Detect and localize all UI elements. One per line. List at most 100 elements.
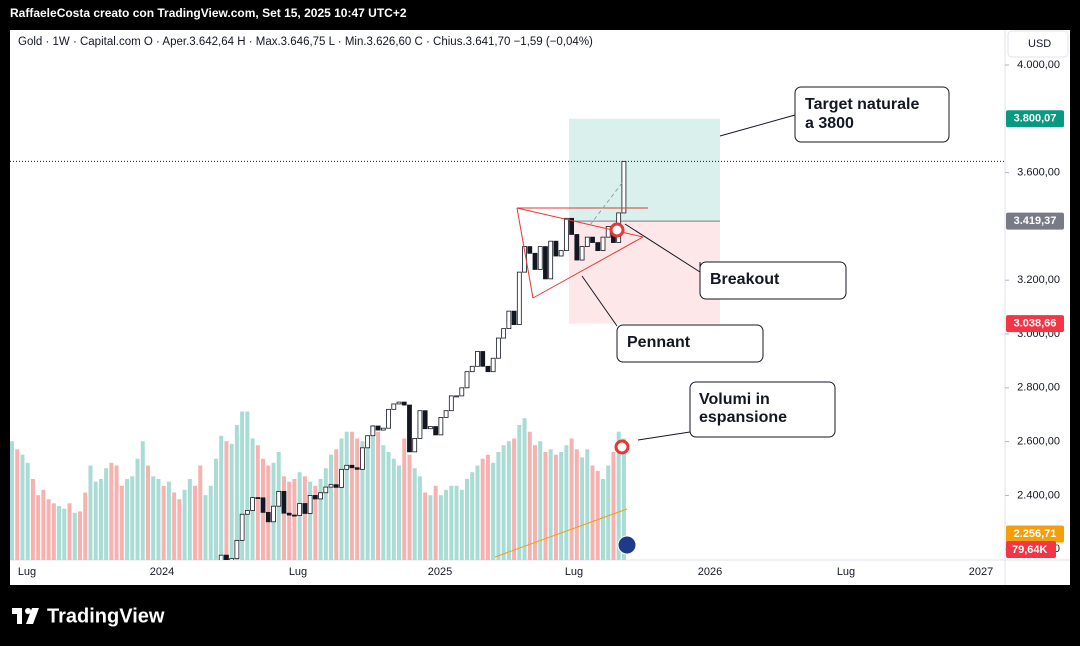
volume-tag-label: 79,64K [1012,544,1048,556]
volume-bar [370,425,375,560]
logo-mark [26,608,39,624]
volume-bar [208,485,213,560]
volume-bar [465,479,470,560]
volume-bar [459,489,464,560]
candle [548,240,554,280]
candle [396,401,402,405]
callout-pointer [637,431,691,441]
candle [469,365,475,373]
volume-bar [20,454,25,560]
drawings [494,114,796,558]
candle [417,410,423,439]
volume-bar [574,449,579,560]
volume-bar [412,468,417,560]
volume-bar [182,489,187,560]
callouts: Target naturale a 3800 Breakout Pennant … [616,86,950,438]
volume-bar [365,435,370,560]
callout-text: Volumi in [699,391,770,408]
price-tag [1006,110,1064,128]
candle [401,401,407,406]
candle [412,437,418,453]
candle [391,403,397,410]
candle [349,464,355,469]
logo: TradingView [12,605,165,627]
price-tag-label: 2.256,71 [1014,528,1057,540]
volume-bar [517,425,522,560]
volume-bar [611,452,616,560]
candle [475,351,480,367]
volume-bar [98,479,103,560]
logo-mark [17,608,22,624]
volume-bar [376,431,381,560]
callout-pointer [581,275,618,327]
candle [600,236,606,252]
candle [312,495,318,500]
candle [344,464,350,470]
volume-bar [281,476,286,560]
x-tick-label: 2025 [428,566,452,578]
volume-bar [224,441,229,560]
candle [527,246,533,254]
price-tag-label: 3.419,37 [1014,215,1057,227]
volume-bar [62,508,67,560]
candle [427,426,433,430]
currency-button[interactable] [1007,30,1069,58]
volume-bar [130,476,135,560]
volume-bar [381,445,386,560]
candle [563,217,569,252]
volume-bar [564,445,569,560]
volume-bar [287,481,292,560]
x-tick-label: 2026 [698,566,722,578]
candle [495,337,501,359]
candle [407,404,412,453]
candle [328,484,334,488]
price-tag-label: 3.800,07 [1014,113,1057,125]
volume-bar [522,418,527,560]
volume-bar [166,481,171,560]
candle [244,510,250,515]
candle [422,410,428,430]
volume-bar [177,499,182,560]
y-tick-label: 3.600,00 [1017,166,1060,178]
candle [229,558,235,560]
volume-bar [313,485,318,560]
candle [323,486,329,494]
volume-bar [302,476,307,560]
volume-tag [1006,541,1056,558]
callout-box [616,324,764,363]
volume-bar [234,425,239,560]
volume-bar [292,479,297,560]
pennant-lower [532,236,644,299]
candle [297,503,303,517]
logo-text: TradingView [47,605,165,627]
volume-bar [104,468,109,560]
candle [485,365,491,373]
price-tag [1006,315,1064,333]
volume-bar [67,503,72,560]
volume-bar [391,458,396,560]
legend: Gold · 1W · Capital.com O · Aper.3.642,6… [18,36,593,48]
volume-bar [83,492,88,560]
price-tag-label: 3.038,66 [1014,318,1057,330]
callout-box [794,86,950,143]
volume-bar [616,431,621,560]
volume-bar [533,445,537,560]
callout-box [689,381,836,438]
volume-bar [428,495,433,560]
volume-bar [538,441,543,560]
volume-bar [553,454,558,560]
candle [543,246,548,280]
volume-bar [161,485,166,560]
candle [605,225,611,238]
candle [443,410,449,418]
volume-bar [140,441,145,560]
volume-bar [438,495,443,560]
candle [516,271,522,325]
candle [339,468,344,488]
volume-bar [407,454,412,560]
candle [292,514,297,517]
volume-bar [10,441,14,560]
volume-bar [397,465,402,560]
volume-bar [318,479,323,560]
breakout-marker [609,222,625,238]
